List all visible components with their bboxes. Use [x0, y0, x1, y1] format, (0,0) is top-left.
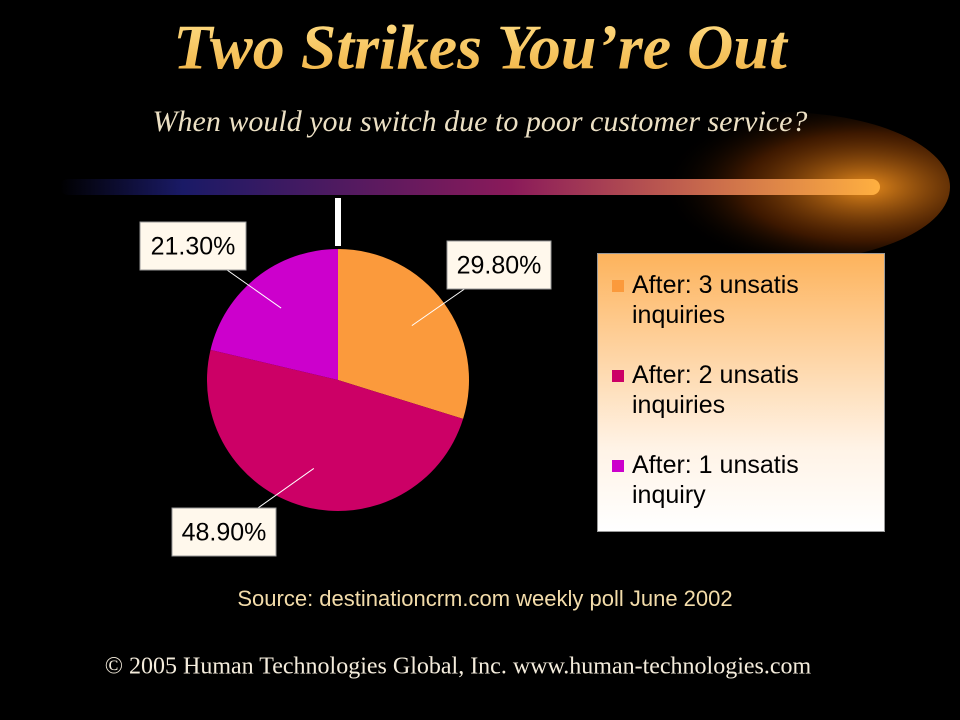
legend-item: After: 2 unsatis inquiries: [612, 360, 852, 420]
subtitle: When would you switch due to poor custom…: [153, 105, 808, 138]
pie-slice: [206, 349, 464, 512]
legend: After: 3 unsatis inquiries After: 2 unsat…: [597, 253, 885, 532]
source: Source: destinationcrm.com weekly poll J…: [237, 586, 732, 611]
legend-item: After: 1 unsatis inquiry: [612, 450, 852, 510]
pie-slice: [338, 249, 469, 419]
streak: [60, 179, 880, 195]
label-box: [171, 507, 277, 557]
legend-label: After: 2 unsatis inquiries: [632, 361, 799, 419]
pie: 29.80% 48.90% 21.30%: [139, 221, 552, 557]
data-label: 21.30%: [151, 233, 236, 261]
legend-label: After: 1 unsatis inquiry: [632, 451, 799, 509]
label-box: [446, 240, 552, 290]
data-label: 48.90%: [182, 519, 267, 547]
legend-item: After: 3 unsatis inquiries: [612, 270, 852, 330]
label-box: [139, 221, 247, 271]
legend-swatch: [612, 280, 624, 292]
marker: [335, 198, 341, 246]
data-label: 29.80%: [457, 252, 542, 280]
legend-swatch: [612, 460, 624, 472]
pie-slice: [210, 249, 338, 380]
legend-swatch: [612, 370, 624, 382]
legend-label: After: 3 unsatis inquiries: [632, 271, 799, 329]
footer: © 2005 Human Technologies Global, Inc. w…: [105, 654, 812, 680]
title: Two Strikes You’re Out: [173, 12, 789, 83]
